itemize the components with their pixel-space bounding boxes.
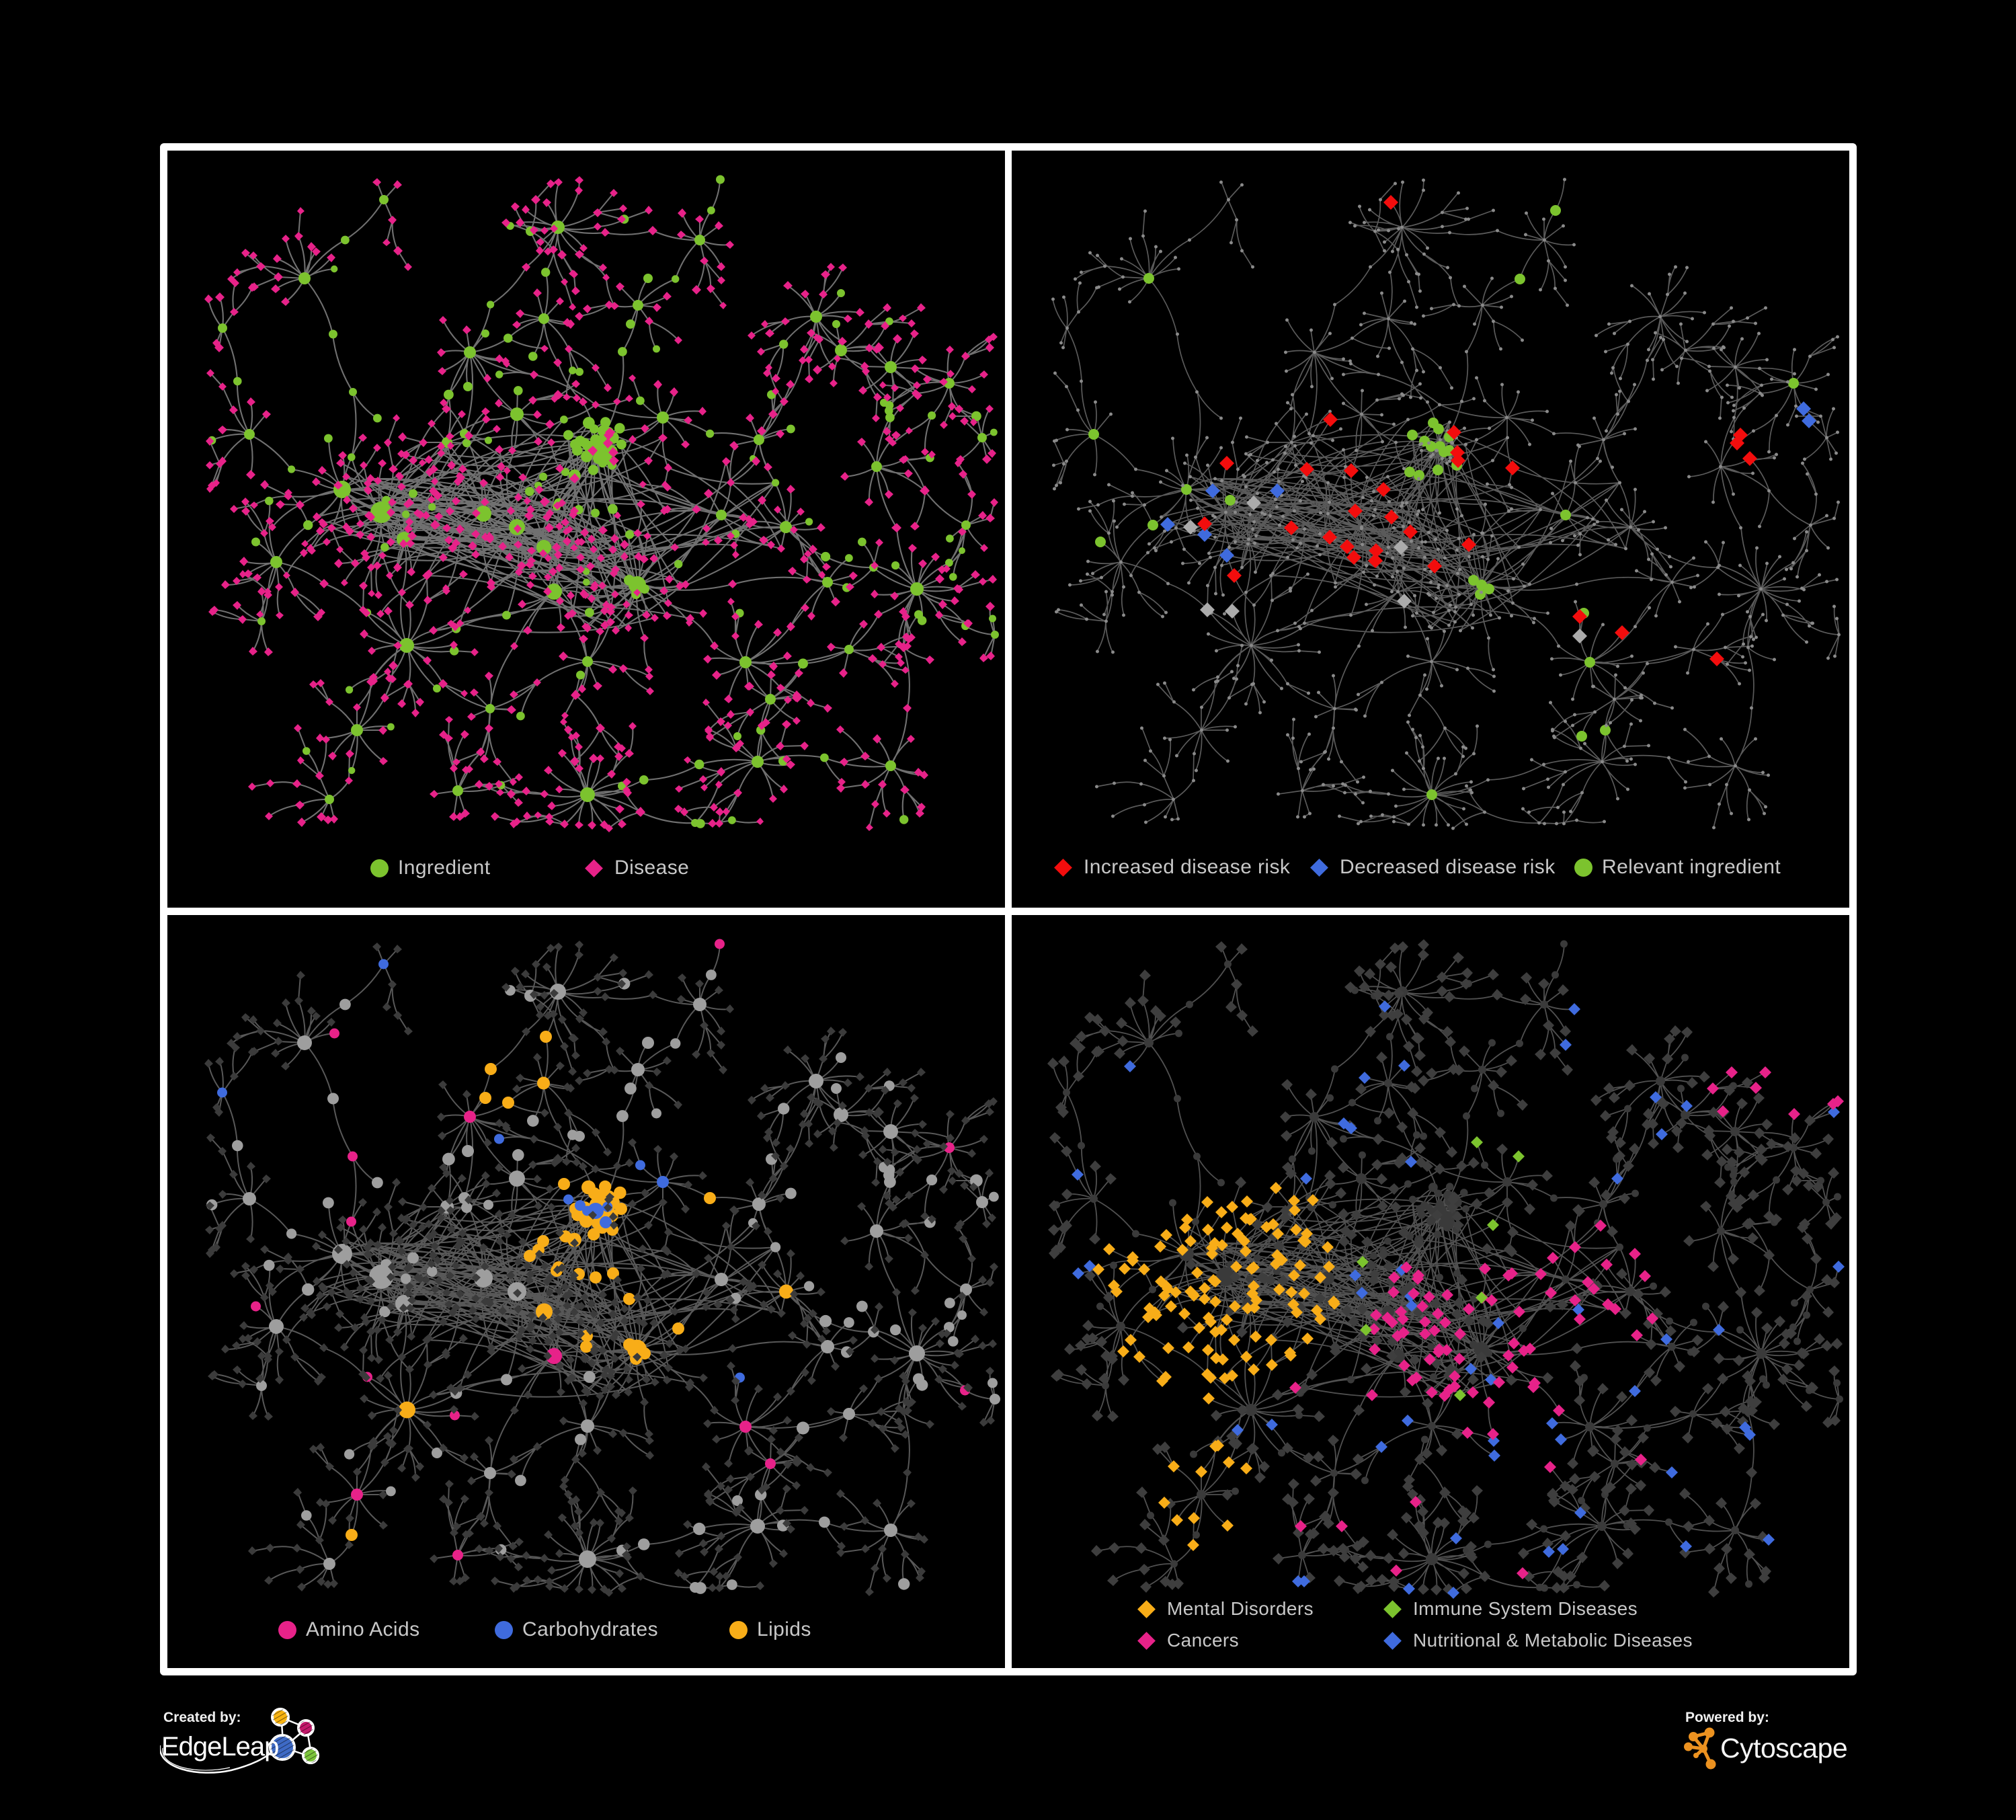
svg-text:EdgeLeap: EdgeLeap xyxy=(161,1732,278,1762)
svg-text:Created by:: Created by: xyxy=(163,1710,241,1725)
svg-text:Cytoscape: Cytoscape xyxy=(1720,1733,1847,1764)
svg-text:Powered by:: Powered by: xyxy=(1685,1710,1769,1725)
